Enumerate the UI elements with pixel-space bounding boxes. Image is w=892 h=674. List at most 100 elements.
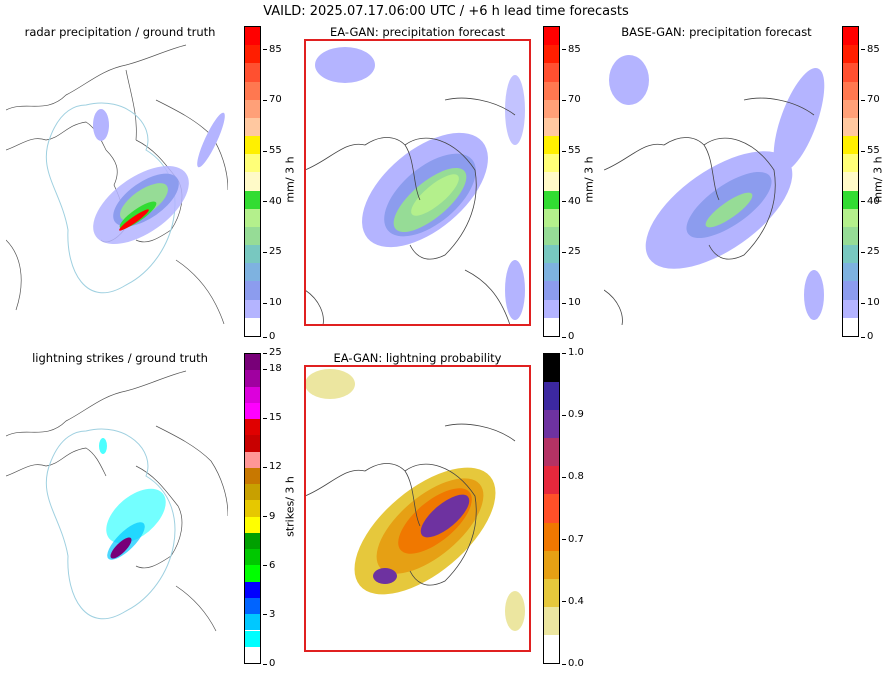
lightning-panel-title: lightning strikes / ground truth bbox=[32, 351, 208, 365]
colorbar-segment bbox=[245, 63, 260, 82]
colorbar-tick-label: 85 bbox=[562, 43, 581, 55]
radar-precip-map bbox=[6, 40, 228, 324]
colorbar-segment bbox=[544, 81, 559, 100]
colorbar-tick-label: 85 bbox=[861, 43, 880, 55]
colorbar-segment bbox=[245, 208, 260, 227]
colorbar-segment bbox=[843, 299, 858, 318]
colorbar-segment bbox=[843, 63, 858, 82]
colorbar-segment bbox=[544, 117, 559, 137]
colorbar-segment bbox=[245, 435, 260, 452]
colorbar-tick-label: 1.0 bbox=[562, 347, 584, 358]
colorbar-segment bbox=[843, 208, 858, 227]
colorbar-segment bbox=[544, 136, 559, 155]
base-precip-panel-title: BASE-GAN: precipitation forecast bbox=[621, 25, 812, 39]
ea-precip-field bbox=[315, 47, 525, 320]
precip-colorbar-label-2: mm/ 3 h bbox=[582, 156, 596, 203]
colorbar-segment bbox=[544, 550, 559, 579]
colorbar-segment bbox=[544, 634, 559, 663]
coastline-lines-ea bbox=[305, 97, 516, 325]
coastline-lines-base bbox=[604, 97, 815, 325]
colorbar-segment bbox=[245, 27, 260, 46]
colorbar-segment bbox=[843, 117, 858, 137]
colorbar-segment bbox=[245, 99, 260, 118]
colorbar-segment bbox=[245, 226, 260, 246]
colorbar-tick-label: 55 bbox=[861, 145, 880, 157]
colorbar-segment bbox=[245, 81, 260, 100]
colorbar-segment bbox=[544, 154, 559, 173]
colorbar-segment bbox=[245, 467, 260, 485]
colorbar-segment bbox=[245, 263, 260, 282]
colorbar-segment bbox=[544, 208, 559, 227]
colorbar-segment bbox=[245, 597, 260, 615]
colorbar-tick-label: 0.9 bbox=[562, 409, 584, 421]
ea-gan-precip-map bbox=[304, 39, 531, 326]
lightning-strike-points bbox=[99, 438, 166, 560]
colorbar-segment bbox=[245, 500, 260, 517]
colorbar-tick-label: 40 bbox=[562, 195, 581, 207]
colorbar-segment bbox=[843, 226, 858, 246]
colorbar-segment bbox=[245, 299, 260, 318]
colorbar-segment bbox=[245, 354, 260, 371]
colorbar-segment bbox=[544, 63, 559, 82]
base-gan-precip-map bbox=[604, 40, 829, 325]
colorbar-segment bbox=[544, 410, 559, 439]
colorbar-segment bbox=[544, 382, 559, 411]
colorbar-segment bbox=[245, 136, 260, 155]
colorbar-segment bbox=[843, 154, 858, 173]
colorbar-segment bbox=[544, 317, 559, 336]
colorbar-tick-label: 0 bbox=[262, 331, 276, 342]
colorbar-segment bbox=[245, 532, 260, 550]
colorbar-segment bbox=[245, 154, 260, 173]
colorbar-segment bbox=[544, 466, 559, 495]
colorbar-tick-label: 85 bbox=[263, 43, 282, 55]
colorbar-tick-label: 0.4 bbox=[562, 595, 584, 607]
colorbar-segment bbox=[843, 263, 858, 282]
colorbar-tick-label: 9 bbox=[262, 510, 276, 522]
colorbar-tick-label: 0 bbox=[262, 658, 276, 669]
base-precip-field bbox=[609, 55, 825, 320]
precip-colorbar-label-3: mm/ 3 h bbox=[871, 156, 885, 203]
colorbar-segment bbox=[245, 402, 260, 420]
colorbar-segment bbox=[245, 190, 260, 209]
colorbar-tick-label: 70 bbox=[562, 94, 581, 106]
probability-colorbar bbox=[543, 353, 560, 664]
colorbar-segment bbox=[245, 317, 260, 336]
colorbar-segment bbox=[245, 245, 260, 264]
colorbar-segment bbox=[245, 386, 260, 403]
colorbar-segment bbox=[544, 45, 559, 64]
lightning-strikes-map bbox=[6, 366, 228, 650]
colorbar-tick-label: 55 bbox=[562, 145, 581, 157]
coastline-lines-lightning bbox=[6, 370, 228, 632]
colorbar-segment bbox=[245, 451, 260, 468]
colorbar-segment bbox=[843, 81, 858, 100]
colorbar-segment bbox=[843, 281, 858, 300]
radar-panel-title: radar precipitation / ground truth bbox=[24, 25, 216, 39]
colorbar-segment bbox=[544, 99, 559, 118]
radar-precip-field bbox=[93, 109, 225, 245]
colorbar-tick-label: 0 bbox=[561, 331, 575, 342]
colorbar-segment bbox=[544, 281, 559, 300]
colorbar-segment bbox=[544, 494, 559, 523]
colorbar-tick-label: 6 bbox=[262, 559, 276, 571]
colorbar-tick-label: 3 bbox=[262, 608, 276, 620]
colorbar-segment bbox=[544, 226, 559, 246]
ea-gan-lightning-map bbox=[304, 365, 531, 652]
colorbar-tick-label: 70 bbox=[861, 94, 880, 106]
colorbar-segment bbox=[843, 190, 858, 209]
colorbar-tick-label: 18 bbox=[263, 363, 282, 375]
colorbar-segment bbox=[544, 172, 559, 191]
colorbar-tick-label: 10 bbox=[861, 297, 880, 309]
colorbar-tick-label: 0.7 bbox=[562, 533, 584, 545]
ea-precip-panel-title: EA-GAN: precipitation forecast bbox=[330, 25, 505, 39]
colorbar-tick-label: 15 bbox=[263, 412, 282, 424]
coastline-lines-prob bbox=[305, 423, 516, 586]
figure-title: VAILD: 2025.07.17.06:00 UTC / +6 h lead … bbox=[263, 4, 629, 19]
colorbar-tick-label: 25 bbox=[562, 246, 581, 258]
colorbar-tick-label: 70 bbox=[263, 94, 282, 106]
colorbar-segment bbox=[843, 99, 858, 118]
lightning-probability-field bbox=[305, 369, 525, 631]
colorbar-tick-label: 0.8 bbox=[562, 471, 584, 483]
ea-precip-colorbar bbox=[543, 26, 560, 337]
base-precip-colorbar bbox=[842, 26, 859, 337]
colorbar-segment bbox=[245, 484, 260, 501]
